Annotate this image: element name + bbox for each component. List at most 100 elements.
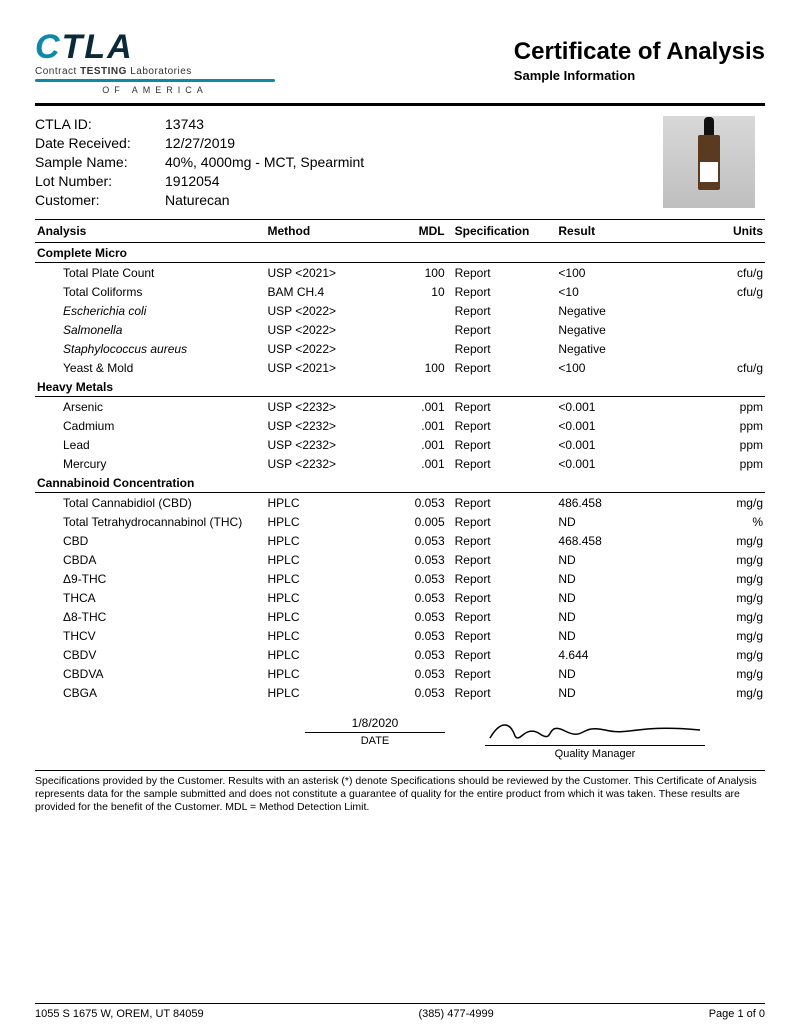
cell-units: mg/g <box>699 531 765 550</box>
cell-result: Negative <box>556 301 699 320</box>
table-row: MercuryUSP <2232>.001Report<0.001ppm <box>35 454 765 473</box>
cell-analysis: THCV <box>35 626 266 645</box>
cell-method: HPLC <box>266 493 392 513</box>
table-row: CBDAHPLC0.053ReportNDmg/g <box>35 550 765 569</box>
cell-result: Negative <box>556 320 699 339</box>
cell-units: mg/g <box>699 664 765 683</box>
table-row: Yeast & MoldUSP <2021>100Report<100cfu/g <box>35 358 765 377</box>
cell-analysis: Cadmium <box>35 416 266 435</box>
cell-result: ND <box>556 588 699 607</box>
certificate-subtitle: Sample Information <box>514 68 765 83</box>
sample-name-value: 40%, 4000mg - MCT, Spearmint <box>165 154 364 170</box>
cell-result: ND <box>556 569 699 588</box>
cell-spec: Report <box>447 435 557 454</box>
signature-area: 1/8/2020 DATE Quality Manager <box>305 716 765 760</box>
cell-method: HPLC <box>266 626 392 645</box>
cell-method: HPLC <box>266 550 392 569</box>
cell-method: HPLC <box>266 607 392 626</box>
table-row: Escherichia coliUSP <2022>ReportNegative <box>35 301 765 320</box>
info-grid: CTLA ID:13743 Date Received:12/27/2019 S… <box>35 116 364 211</box>
cell-method: HPLC <box>266 512 392 531</box>
cell-mdl: 100 <box>392 263 447 283</box>
disclaimer-text: Specifications provided by the Customer.… <box>35 770 765 814</box>
col-units: Units <box>699 220 765 243</box>
cell-spec: Report <box>447 358 557 377</box>
cell-method: USP <2232> <box>266 416 392 435</box>
cell-units: mg/g <box>699 626 765 645</box>
cell-spec: Report <box>447 683 557 702</box>
cell-result: Negative <box>556 339 699 358</box>
cell-result: <10 <box>556 282 699 301</box>
cell-spec: Report <box>447 263 557 283</box>
cell-units: ppm <box>699 397 765 417</box>
cell-result: ND <box>556 550 699 569</box>
table-row: Δ9-THCHPLC0.053ReportNDmg/g <box>35 569 765 588</box>
cell-mdl <box>392 339 447 358</box>
customer-value: Naturecan <box>165 192 230 208</box>
cell-spec: Report <box>447 416 557 435</box>
customer-label: Customer: <box>35 192 165 208</box>
table-row: Total Cannabidiol (CBD)HPLC0.053Report48… <box>35 493 765 513</box>
cell-mdl: 0.053 <box>392 550 447 569</box>
cell-result: <100 <box>556 358 699 377</box>
cell-analysis: Δ9-THC <box>35 569 266 588</box>
cell-mdl: 0.053 <box>392 626 447 645</box>
cell-spec: Report <box>447 454 557 473</box>
cell-method: HPLC <box>266 531 392 550</box>
cell-spec: Report <box>447 626 557 645</box>
cell-analysis: CBDV <box>35 645 266 664</box>
cell-result: ND <box>556 664 699 683</box>
cell-spec: Report <box>447 550 557 569</box>
col-method: Method <box>266 220 392 243</box>
cell-spec: Report <box>447 607 557 626</box>
cell-result: ND <box>556 607 699 626</box>
cell-spec: Report <box>447 282 557 301</box>
cell-mdl: 0.053 <box>392 683 447 702</box>
table-row: SalmonellaUSP <2022>ReportNegative <box>35 320 765 339</box>
cell-result: 4.644 <box>556 645 699 664</box>
cell-units: ppm <box>699 416 765 435</box>
cell-method: HPLC <box>266 664 392 683</box>
signature-icon <box>485 716 705 746</box>
lot-number-label: Lot Number: <box>35 173 165 189</box>
cell-units: cfu/g <box>699 263 765 283</box>
title-block: Certificate of Analysis Sample Informati… <box>514 30 765 83</box>
cell-result: <100 <box>556 263 699 283</box>
col-spec: Specification <box>447 220 557 243</box>
col-mdl: MDL <box>392 220 447 243</box>
cell-spec: Report <box>447 588 557 607</box>
cell-result: 468.458 <box>556 531 699 550</box>
cell-units: ppm <box>699 435 765 454</box>
certificate-title: Certificate of Analysis <box>514 38 765 66</box>
cell-method: HPLC <box>266 569 392 588</box>
cell-units: cfu/g <box>699 358 765 377</box>
cell-mdl: .001 <box>392 416 447 435</box>
cell-units: mg/g <box>699 607 765 626</box>
date-column: 1/8/2020 DATE <box>305 716 445 760</box>
cell-units: % <box>699 512 765 531</box>
cell-spec: Report <box>447 569 557 588</box>
cell-analysis: Escherichia coli <box>35 301 266 320</box>
signature-column: Quality Manager <box>485 716 705 760</box>
table-row: CadmiumUSP <2232>.001Report<0.001ppm <box>35 416 765 435</box>
cell-mdl: 0.053 <box>392 607 447 626</box>
header-divider <box>35 103 765 106</box>
cell-analysis: Total Tetrahydrocannabinol (THC) <box>35 512 266 531</box>
date-received-value: 12/27/2019 <box>165 135 235 151</box>
cell-result: <0.001 <box>556 397 699 417</box>
cell-mdl <box>392 320 447 339</box>
footer-address: 1055 S 1675 W, OREM, UT 84059 <box>35 1008 204 1020</box>
sample-name-label: Sample Name: <box>35 154 165 170</box>
cell-analysis: Total Coliforms <box>35 282 266 301</box>
cell-mdl <box>392 301 447 320</box>
table-row: Total Tetrahydrocannabinol (THC)HPLC0.00… <box>35 512 765 531</box>
section-header: Complete Micro <box>35 243 765 263</box>
cell-result: <0.001 <box>556 435 699 454</box>
table-row: LeadUSP <2232>.001Report<0.001ppm <box>35 435 765 454</box>
table-header-row: Analysis Method MDL Specification Result… <box>35 220 765 243</box>
cell-spec: Report <box>447 645 557 664</box>
logo-block: CTLA Contract TESTING Laboratories OF AM… <box>35 30 295 95</box>
logo-text: CTLA <box>35 30 295 64</box>
cell-analysis: Arsenic <box>35 397 266 417</box>
cell-analysis: Staphylococcus aureus <box>35 339 266 358</box>
